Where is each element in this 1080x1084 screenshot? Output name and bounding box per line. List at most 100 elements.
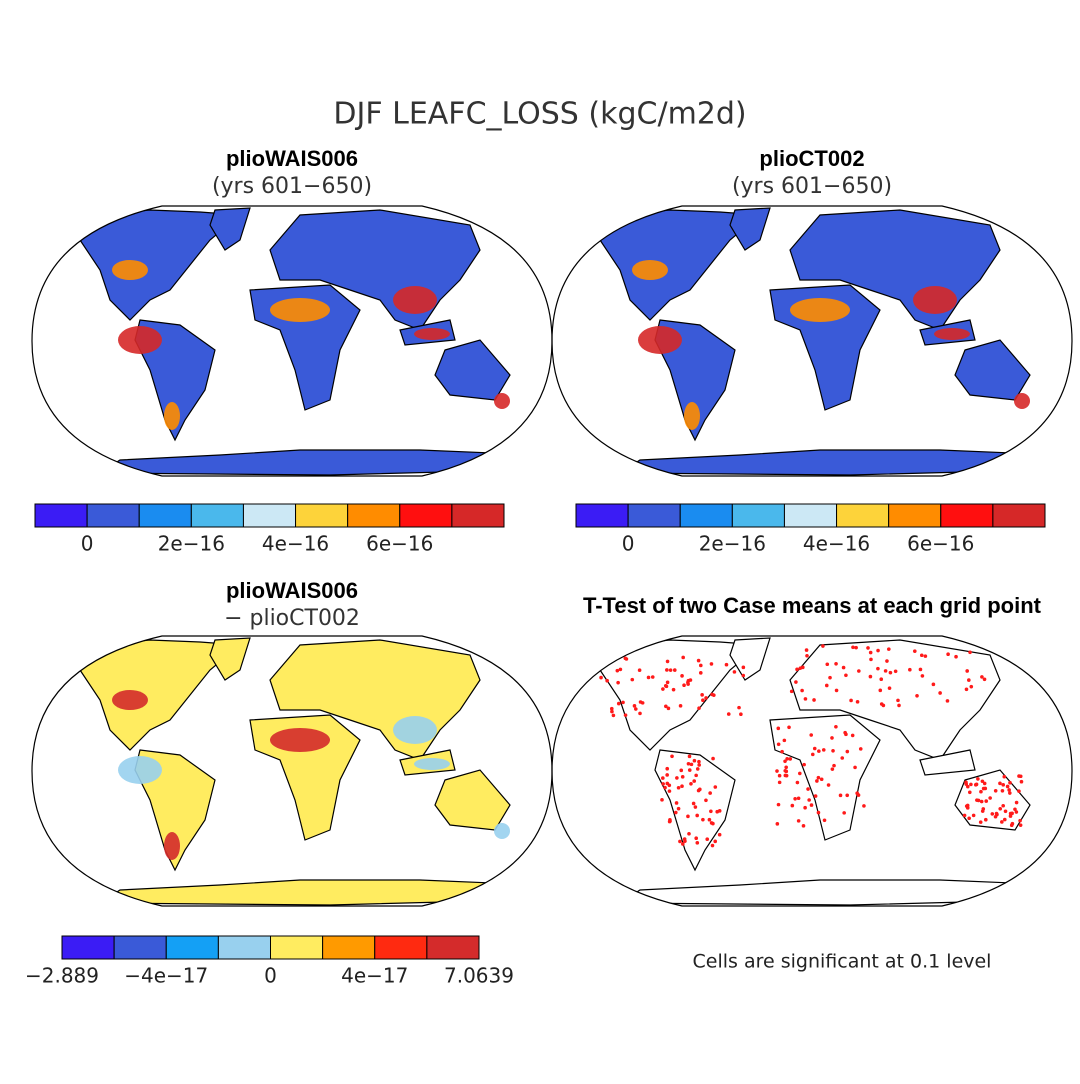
significant-cell: [821, 644, 825, 648]
significant-cell: [707, 817, 712, 822]
significant-cell: [1001, 783, 1006, 787]
significant-cell: [866, 646, 870, 650]
hot-patch: [494, 823, 510, 839]
significant-cell: [664, 704, 668, 709]
significant-cell: [616, 701, 621, 706]
significant-cell: [665, 773, 669, 777]
significant-cell: [674, 801, 679, 805]
hot-patch: [1014, 393, 1030, 409]
significant-cell: [661, 782, 665, 786]
significant-cell: [709, 662, 714, 666]
significant-cell: [618, 667, 623, 672]
significant-cell: [869, 657, 873, 662]
significant-cell: [918, 667, 923, 672]
colorbar-box: [731, 503, 785, 528]
colorbar-box: [679, 503, 733, 528]
significant-cell: [967, 816, 971, 821]
hot-patch: [684, 402, 700, 430]
significant-cell: [968, 650, 972, 655]
significant-cell: [713, 839, 718, 844]
hot-patch: [494, 393, 510, 409]
significant-cell: [1018, 823, 1023, 827]
colorbar-box: [138, 503, 192, 528]
significant-cell: [678, 839, 682, 844]
map-content: [579, 207, 1061, 476]
significant-cell: [638, 700, 643, 704]
significant-cell: [661, 776, 665, 780]
significant-cell: [816, 775, 821, 780]
panel-note: Cells are significant at 0.1 level: [693, 951, 992, 973]
significant-cell: [801, 824, 806, 828]
significant-cell: [623, 713, 628, 717]
significant-cell: [815, 779, 819, 783]
significant-cell: [887, 647, 891, 651]
significant-cell: [887, 686, 892, 690]
significant-cell: [1007, 788, 1011, 792]
significant-cell: [696, 658, 701, 663]
significant-cell: [805, 653, 809, 658]
significant-cell: [1010, 821, 1015, 826]
significant-cell: [816, 810, 821, 815]
significant-cell: [783, 759, 787, 764]
significant-cell: [971, 813, 976, 818]
significant-cell: [695, 767, 700, 771]
colorbar-box: [217, 935, 271, 960]
significant-cell: [785, 757, 789, 761]
significant-cell: [693, 805, 698, 809]
significant-cell: [1008, 814, 1013, 818]
map-border: [551, 635, 1073, 907]
significant-cell: [609, 706, 614, 711]
significant-cell: [965, 669, 969, 673]
panels: plioWAIS006 (yrs 601−650) 0 2e−16 4e−16 6e−16…: [25, 146, 1073, 988]
significant-cell: [842, 811, 846, 815]
significant-cell: [840, 756, 845, 760]
hot-patch: [112, 690, 148, 710]
colorbar-box: [322, 935, 376, 960]
significant-cell: [881, 703, 886, 708]
significant-cell: [965, 806, 970, 810]
significant-cell: [803, 697, 808, 701]
significant-cell: [1014, 810, 1019, 814]
significant-cell: [919, 653, 924, 658]
significant-cell: [637, 668, 642, 673]
significant-cell: [858, 747, 863, 751]
map: [551, 205, 1073, 477]
significant-cell: [828, 675, 832, 680]
hot-patch: [913, 286, 957, 314]
significant-cell: [710, 843, 715, 848]
significant-cell: [893, 669, 898, 674]
significant-cell: [698, 671, 703, 675]
significant-cell: [967, 678, 971, 682]
significant-cell: [621, 700, 625, 705]
significant-cell: [883, 669, 888, 673]
colorbar-box: [783, 503, 838, 528]
hot-patch: [270, 728, 330, 752]
colorbar-box: [113, 935, 167, 960]
significant-cell: [689, 782, 693, 786]
significant-cell: [794, 680, 798, 684]
colorbar-label: 6e−16: [907, 532, 974, 556]
hot-patch: [393, 286, 437, 314]
significant-cell: [741, 673, 746, 678]
colorbar-label: 2e−16: [158, 532, 225, 556]
colorbar-box: [347, 503, 401, 528]
colorbar: 0 2e−16 4e−16 6e−16: [575, 503, 1046, 556]
colorbar-box: [399, 503, 453, 528]
significant-cell: [691, 801, 696, 806]
significant-cell: [920, 674, 925, 678]
panel: plioWAIS006 − plioCT002 −2.889 −4e−17 0 4e−17…: [25, 578, 553, 988]
significant-cell: [812, 698, 816, 702]
significant-cell: [1003, 809, 1008, 814]
significant-cell: [845, 749, 850, 754]
significant-cell: [844, 673, 848, 678]
significant-cell: [615, 668, 620, 673]
significant-cell: [1005, 784, 1010, 789]
hot-patch: [164, 402, 180, 430]
colorbar-box: [426, 935, 480, 960]
significant-cell: [897, 703, 901, 708]
map-border: [31, 635, 553, 907]
significant-cell: [834, 661, 838, 666]
significant-cell: [923, 654, 928, 658]
significant-cell: [896, 698, 900, 703]
colorbar-label: 0: [264, 964, 277, 988]
